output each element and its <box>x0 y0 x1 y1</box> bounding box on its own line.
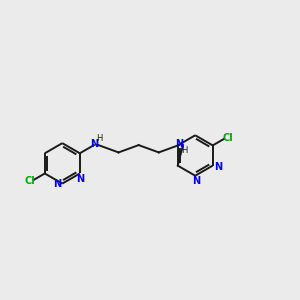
Text: H: H <box>96 134 102 143</box>
Text: N: N <box>76 174 85 184</box>
Text: N: N <box>214 162 222 172</box>
Text: Cl: Cl <box>25 176 35 186</box>
Text: Cl: Cl <box>222 133 233 143</box>
Text: N: N <box>192 176 200 186</box>
Text: N: N <box>175 139 183 148</box>
Text: N: N <box>53 178 62 189</box>
Text: H: H <box>181 146 187 155</box>
Text: N: N <box>90 139 98 148</box>
